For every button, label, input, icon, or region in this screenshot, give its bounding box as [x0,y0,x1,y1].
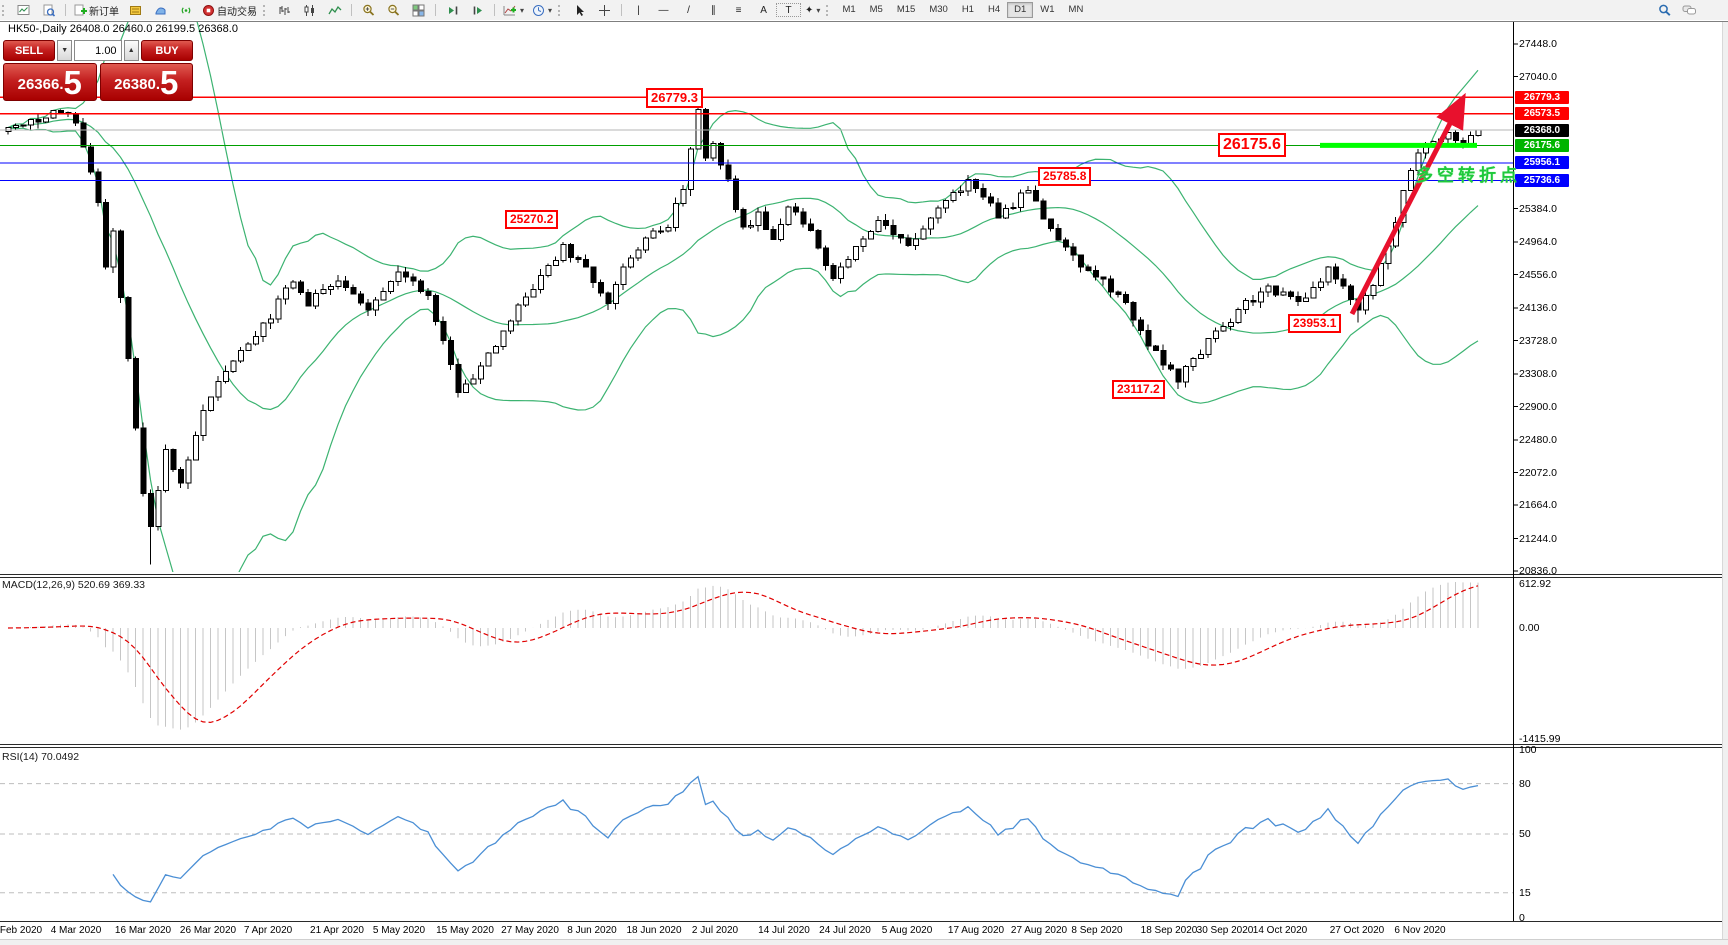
tf-button-M1[interactable]: M1 [842,4,856,15]
market-watch-icon[interactable] [123,2,148,19]
chart-shift-icon[interactable] [465,2,490,19]
rsi-label: RSI(14) 70.0492 [2,751,80,763]
alerts-icon[interactable] [173,2,198,19]
macd-label: MACD(12,26,9) 520.69 369.33 [2,579,146,591]
trendline-tool-icon[interactable]: / [687,4,690,16]
toolbar-separator [494,4,495,16]
bollinger-bands [7,22,1479,572]
tf-button-H1[interactable]: H1 [961,4,974,15]
buy-price-big-digit: 5 [160,64,179,101]
autotrading-button[interactable]: 自动交易 [198,2,261,19]
new-order-label: 新订单 [89,6,119,18]
tf-button-D1[interactable]: D1 [1007,2,1034,18]
chart-drawings[interactable] [1320,92,1477,316]
candlesticks[interactable] [5,97,1482,565]
rsi-indicator [0,775,1513,903]
buy-price-display[interactable]: 26380. 5 [99,63,193,101]
tf-button-MN[interactable]: MN [1068,4,1084,15]
toolbar-grip[interactable] [263,4,268,16]
sell-price-display[interactable]: 26366. 5 [3,63,97,101]
navigator-icon[interactable] [148,2,173,19]
line-chart-icon[interactable] [322,2,347,19]
timeframe-group: M1 M5 M15 M30 H1 H4 D1 W1 MN [835,2,1090,18]
fibonacci-tool-icon[interactable]: ≡ [735,4,742,16]
tf-button-M5[interactable]: M5 [869,4,883,15]
trend-arrow [1349,92,1466,316]
window-right-edge [1722,22,1728,945]
periods-button[interactable]: ▾ [528,2,556,19]
buy-button[interactable]: BUY [140,40,194,61]
chart-window-border [0,21,1728,22]
panel-splitter[interactable] [0,577,1728,578]
cursor-icon[interactable] [567,2,592,19]
toolbar-separator [65,4,66,16]
new-chart-icon[interactable] [11,2,36,19]
crosshair-icon[interactable] [592,2,617,19]
sell-button[interactable]: SELL [3,40,56,61]
toolbar-grip[interactable] [826,4,831,16]
vertical-line-tool-icon[interactable]: | [637,4,640,16]
print-preview-icon[interactable] [36,2,61,19]
community-chat-icon[interactable] [1677,2,1702,19]
tf-button-H4[interactable]: H4 [987,4,1001,15]
toolbar-grip[interactable] [2,4,7,16]
tile-windows-icon[interactable] [406,2,431,19]
search-icon[interactable] [1652,2,1677,19]
channel-tool-icon[interactable]: ∥ [711,4,717,16]
shapes-tool-button[interactable]: ✦ ▾ [801,2,824,19]
panel-splitter[interactable] [0,574,1728,575]
candlestick-chart-icon[interactable] [297,2,322,19]
text-tool-icon[interactable]: A [760,4,767,16]
periods-caret-icon[interactable]: ▾ [548,5,553,15]
tf-button-W1[interactable]: W1 [1040,4,1055,15]
text-label-tool-icon[interactable]: T [776,3,802,17]
horizontal-line-tool-icon[interactable]: — [658,4,669,16]
toolbar-grip[interactable] [558,4,563,16]
volume-increase-button[interactable]: ▲ [123,40,139,61]
buy-price-main: 26380. [114,76,161,93]
panel-splitter[interactable] [0,747,1728,748]
indicators-button[interactable]: ▾ [499,2,528,19]
indicators-caret-icon[interactable]: ▾ [520,5,525,15]
chart-title: HK50-,Daily 26408.0 26460.0 26199.5 2636… [8,23,238,35]
bar-chart-icon[interactable] [272,2,297,19]
sell-price-main: 26366. [17,76,64,93]
macd-indicator [7,582,1479,730]
auto-scroll-icon[interactable] [440,2,465,19]
sell-price-big-digit: 5 [63,64,82,101]
date-axis-border [0,921,1728,922]
shapes-icon: ✦ [805,4,814,16]
volume-input[interactable]: 1.00 [74,40,122,61]
one-click-trading-panel: SELL ▼ 1.00 ▲ BUY 26366. 5 26380. 5 [3,40,194,101]
zoom-out-icon[interactable] [381,2,406,19]
axis-tick-marks [1513,43,1518,572]
toolbar-separator [351,4,352,16]
volume-decrease-button[interactable]: ▼ [57,40,73,61]
shapes-caret-icon[interactable]: ▾ [816,5,821,15]
tf-button-M30[interactable]: M30 [929,4,948,15]
new-order-button[interactable]: 新订单 [70,2,123,19]
tf-button-M15[interactable]: M15 [896,4,916,15]
autotrading-label: 自动交易 [217,6,257,18]
zoom-in-icon[interactable] [356,2,381,19]
toolbar-separator [621,4,623,16]
horizontal-level-lines[interactable] [0,96,1513,182]
price-axis-border [1513,22,1514,921]
toolbar-separator [435,4,436,16]
panel-splitter[interactable] [0,744,1728,745]
main-toolbar: 新订单 自动交易 [0,0,1728,20]
window-bottom-edge [0,939,1728,945]
